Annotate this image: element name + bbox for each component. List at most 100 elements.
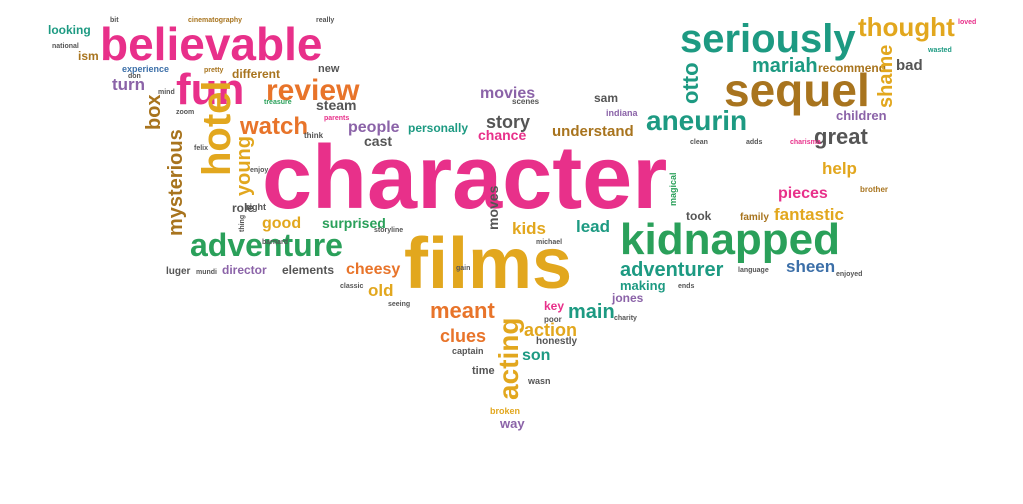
word-parents: parents (324, 115, 349, 122)
word-experience: experience (122, 64, 169, 74)
word-shame: shame (875, 45, 897, 108)
word-cast: cast (364, 133, 392, 149)
word-really: really (316, 17, 334, 24)
word-thing: thing (239, 215, 246, 232)
word-captain: captain (452, 346, 484, 356)
word-action: action (524, 320, 577, 340)
word-adventurer: adventurer (620, 259, 724, 281)
word-treasure: treasure (264, 99, 292, 106)
word-different: different (232, 67, 280, 81)
word-aneurin: aneurin (646, 105, 747, 136)
word-otto: otto (678, 62, 703, 104)
word-fantastic: fantastic (774, 205, 844, 224)
word-review: review (266, 74, 360, 107)
word-moves: moves (485, 185, 501, 230)
word-mysterious: mysterious (165, 129, 187, 236)
word-brother: brother (860, 185, 888, 194)
word-watch: watch (239, 113, 308, 140)
word-cheesy: cheesy (346, 261, 400, 278)
word-looking: looking (48, 23, 91, 37)
word-children: children (836, 108, 887, 123)
word-believable: believable (100, 18, 322, 70)
word-gain: gain (456, 265, 470, 272)
word-broken: broken (490, 406, 520, 416)
word-don: don (128, 73, 141, 80)
word-meant: meant (430, 298, 495, 323)
word-adventure: adventure (190, 227, 343, 263)
word-sam: sam (594, 91, 618, 105)
word-thought: thought (858, 12, 955, 42)
word-jones: jones (611, 291, 644, 305)
word-way: way (499, 416, 525, 431)
word-indiana: indiana (606, 108, 638, 118)
word-enjoy: enjoy (250, 167, 268, 174)
word-fun: fun (176, 65, 244, 114)
word-felix: felix (194, 145, 208, 152)
word-seeing: seeing (388, 301, 410, 308)
word-pretty: pretty (204, 67, 224, 74)
word-time: time (472, 365, 495, 377)
word-charisma: charisma (790, 139, 821, 146)
word-role: role (232, 201, 254, 215)
word-recommend: recommend (818, 61, 886, 75)
word-understand: understand (552, 123, 634, 140)
word-kids: kids (512, 219, 546, 238)
word-steam: steam (316, 97, 356, 113)
word-director: director (222, 263, 267, 277)
word-box: box (143, 94, 165, 130)
word-main: main (568, 301, 615, 323)
word-ism: ism (78, 49, 99, 63)
word-ends: ends (678, 283, 694, 290)
word-seriously: seriously (680, 17, 856, 61)
word-clues: clues (440, 326, 486, 346)
word-movies: movies (480, 85, 535, 102)
word-sequel: sequel (724, 64, 870, 116)
word-help: help (822, 159, 857, 178)
word-honestly: honestly (536, 336, 578, 347)
word-enjoyed: enjoyed (836, 271, 862, 278)
word-zoom: zoom (176, 109, 194, 116)
word-storyline: storyline (374, 227, 403, 234)
word-think: think (304, 131, 324, 140)
word-personally: personally (408, 121, 468, 135)
word-magical: magical (668, 172, 678, 206)
word-great: great (814, 124, 868, 149)
word-michael: michael (536, 239, 562, 246)
word-national: national (52, 43, 79, 50)
word-making: making (620, 278, 666, 293)
word-young: young (233, 136, 255, 196)
word-barnard: barnard (262, 239, 288, 246)
word-chance: chance (478, 127, 526, 143)
word-acting: acting (493, 318, 524, 400)
word-adds: adds (746, 139, 762, 146)
word-wasn: wasn (527, 376, 551, 386)
word-good: good (262, 215, 301, 232)
word-key: key (544, 299, 564, 313)
word-hotel: hotel (195, 80, 239, 176)
word-scenes: scenes (512, 97, 540, 106)
word-language: language (738, 267, 769, 274)
word-story: story (486, 112, 530, 132)
word-turn: turn (112, 75, 145, 94)
word-mariah: mariah (752, 55, 818, 77)
word-wasted: wasted (927, 47, 952, 54)
word-bit: bit (110, 17, 119, 24)
word-son: son (522, 347, 550, 364)
word-charity: charity (614, 315, 637, 322)
word-luger: luger (166, 266, 191, 277)
word-classic: classic (340, 283, 363, 290)
word-people: people (348, 119, 400, 136)
word-mundi: mundi (196, 269, 217, 276)
word-lead: lead (576, 217, 610, 236)
word-bad: bad (896, 57, 923, 74)
word-character: character (262, 128, 667, 228)
word-took: took (686, 209, 712, 223)
word-mind: mind (158, 89, 175, 96)
word-cinematography: cinematography (188, 17, 242, 24)
word-elements: elements (282, 263, 334, 277)
word-family: family (740, 212, 769, 223)
word-new: new (318, 63, 340, 75)
word-films: films (404, 224, 572, 304)
word-pieces: pieces (778, 185, 828, 202)
